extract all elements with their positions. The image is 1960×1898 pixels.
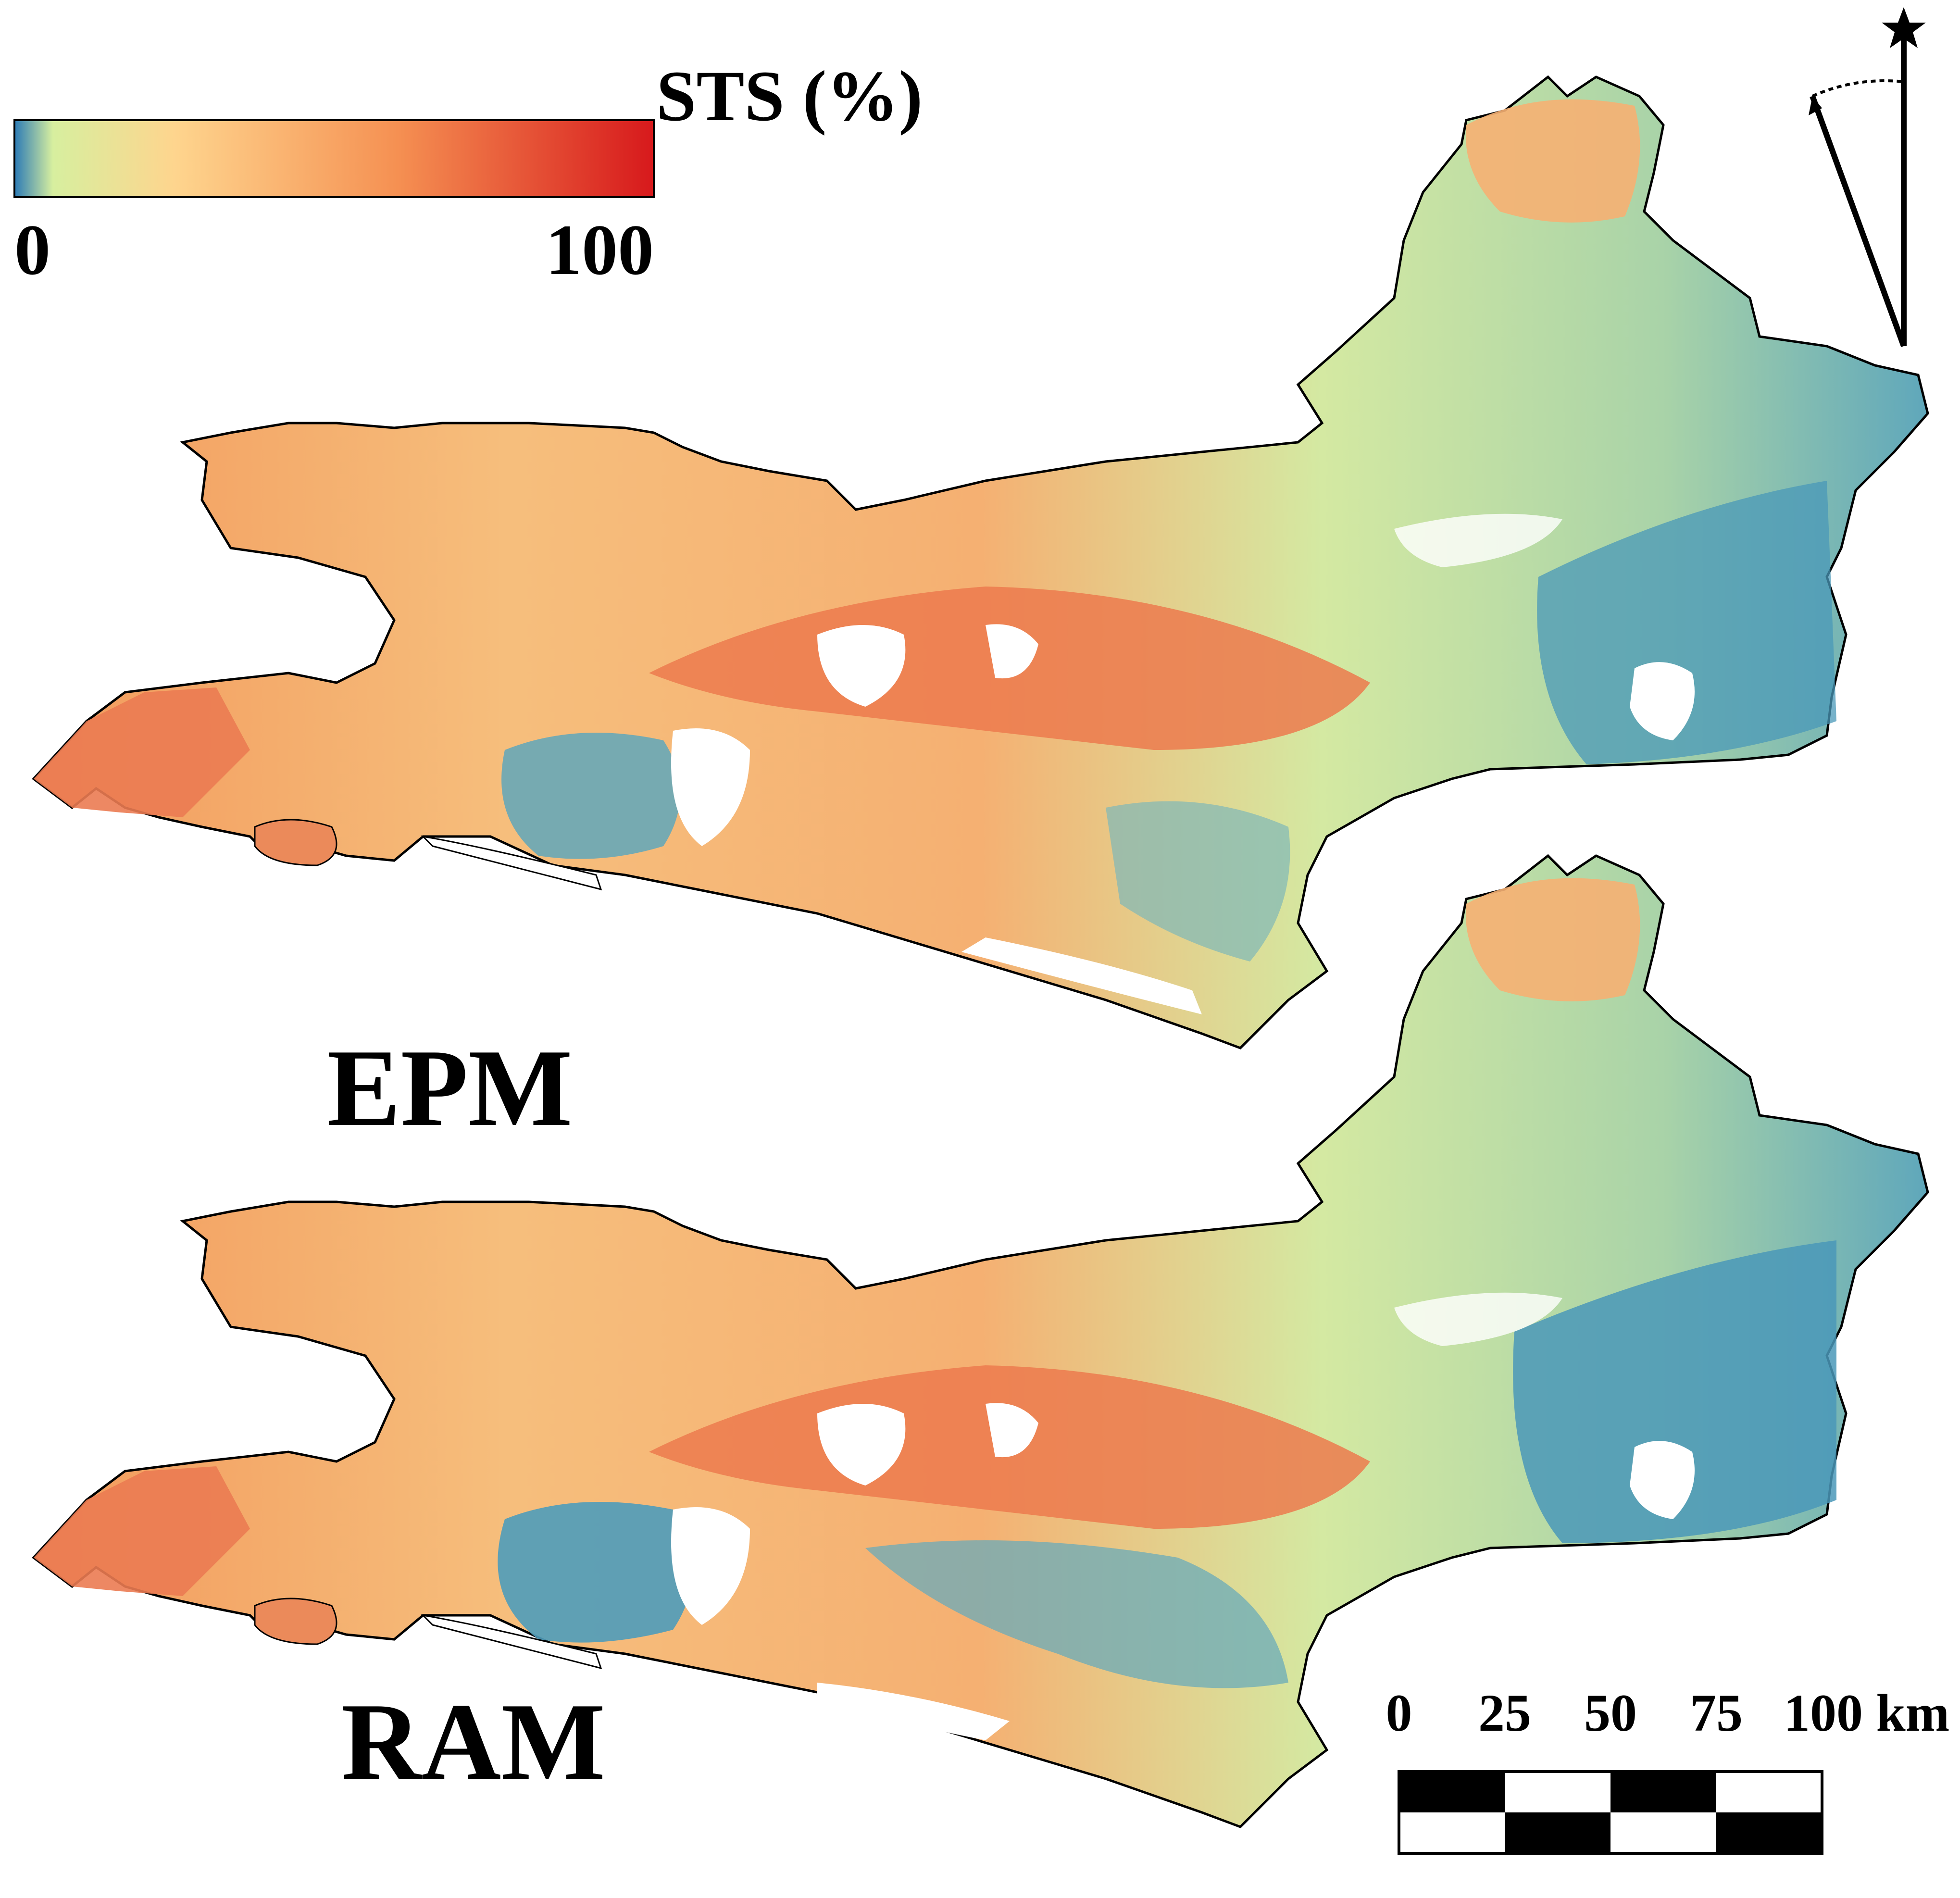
- legend-max-label: 100: [546, 210, 654, 290]
- legend-title: STS (%): [656, 56, 923, 136]
- north-arrow: [1809, 7, 1926, 348]
- scale-label-50: 50: [1584, 1684, 1637, 1742]
- map-panel-ram: RAM: [34, 856, 1928, 1827]
- panel-label-epm: EPM: [327, 1026, 573, 1149]
- scale-label-75: 75: [1690, 1684, 1743, 1742]
- north-star-icon: [1882, 7, 1926, 48]
- low-sts-zone: [498, 1502, 692, 1643]
- map-panel-epm: EPM: [34, 77, 1928, 1149]
- scale-label-0: 0: [1386, 1684, 1412, 1742]
- color-legend: STS (%) 0 100: [13, 56, 923, 290]
- legend-min-label: 0: [14, 210, 50, 290]
- panel-label-ram: RAM: [341, 1680, 605, 1803]
- scale-bar: 0 25 50 75 100 km: [1386, 1684, 1949, 1855]
- scale-label-25: 25: [1478, 1684, 1531, 1742]
- low-sts-zone: [501, 733, 680, 859]
- scale-label-100km: 100 km: [1784, 1684, 1949, 1742]
- colorbar: [13, 119, 655, 198]
- north-arrow-head-icon: [1809, 96, 1822, 115]
